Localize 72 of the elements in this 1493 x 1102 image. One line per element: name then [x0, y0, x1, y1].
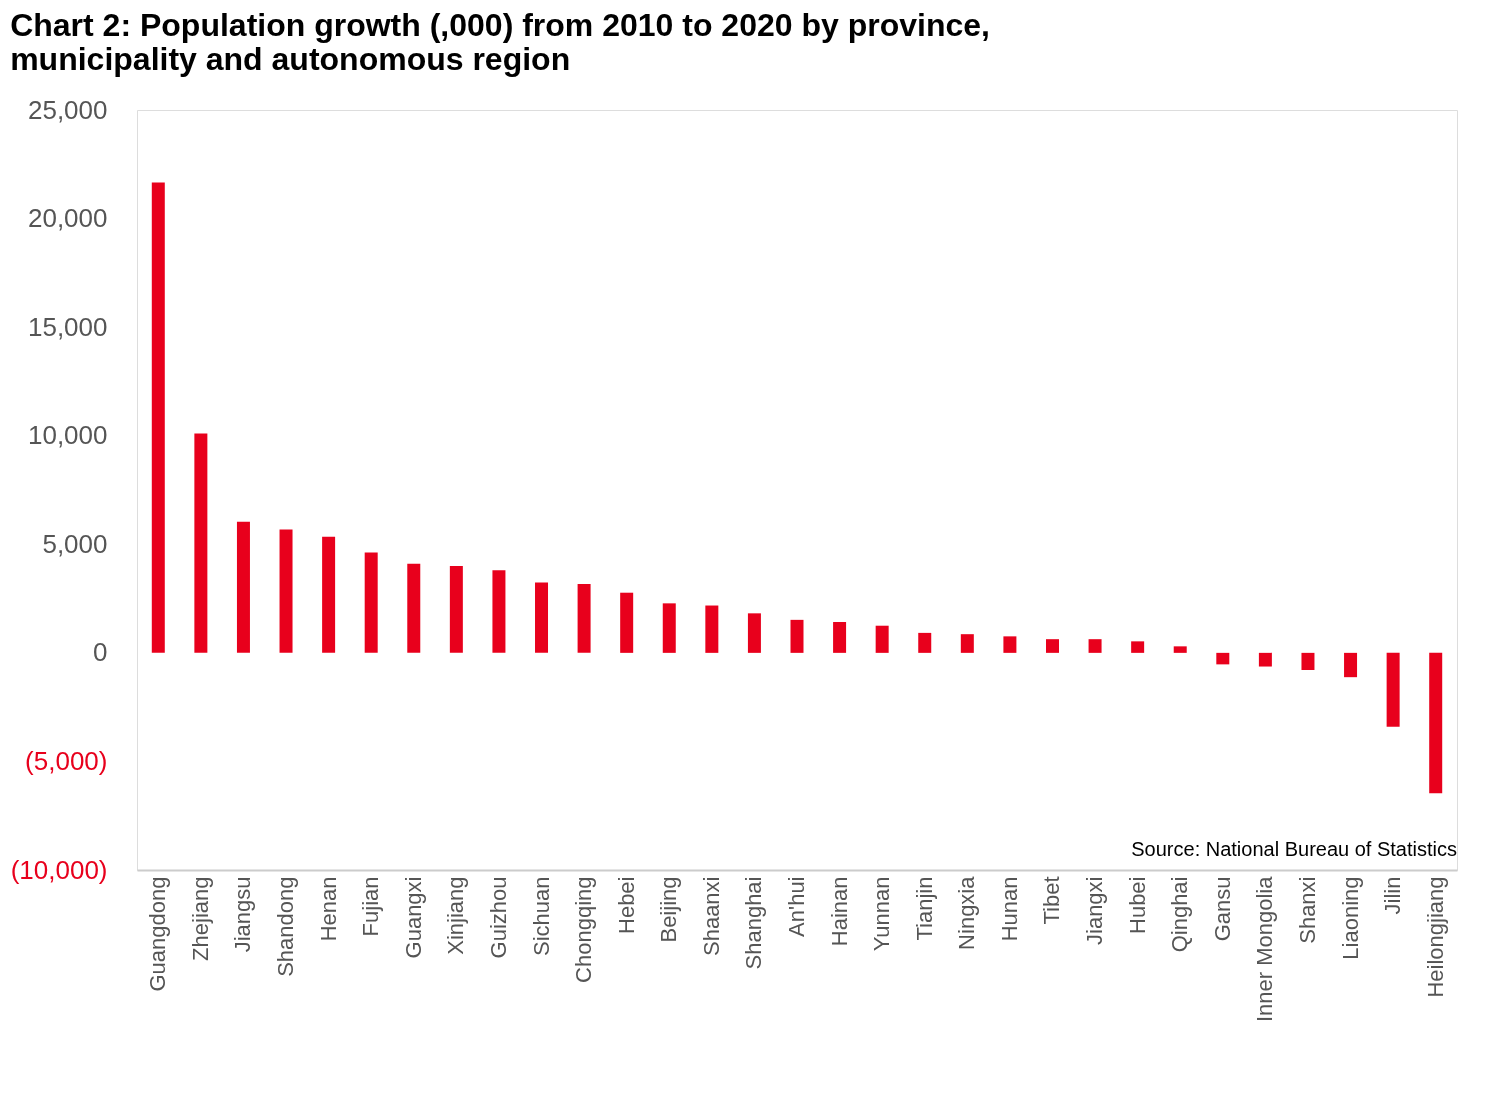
x-tick-label: An'hui [784, 876, 809, 937]
y-tick-label: 0 [93, 637, 108, 668]
x-tick-label: Guangxi [400, 876, 426, 959]
bar [577, 584, 591, 653]
bar [1258, 652, 1272, 667]
bar [364, 552, 378, 653]
x-tick-label: Hainan [826, 876, 852, 947]
bar [1088, 639, 1102, 653]
bar [875, 625, 889, 653]
bar [1429, 652, 1443, 794]
bar [1344, 652, 1358, 678]
x-tick-label: Qinghai [1167, 876, 1193, 953]
bar [535, 582, 549, 653]
bar [833, 622, 847, 653]
x-tick-label: Shandong [273, 876, 299, 977]
bar [747, 613, 761, 653]
bar [960, 634, 974, 653]
x-tick-label: Shanxi [1294, 876, 1320, 944]
x-tick-label: Tibet [1039, 876, 1065, 925]
x-tick-label: Beijing [656, 876, 682, 943]
bar [279, 529, 293, 653]
x-tick-label: Shanghai [741, 876, 767, 970]
y-tick-label: 10,000 [27, 420, 108, 451]
y-tick-label: 25,000 [27, 94, 108, 125]
bar [1301, 652, 1315, 671]
x-tick-label: Liaoning [1337, 876, 1363, 960]
x-tick-label: Chongqing [571, 876, 597, 983]
x-tick-label: Sichuan [528, 876, 554, 957]
bar [1173, 646, 1187, 653]
y-tick-label: 5,000 [42, 528, 108, 559]
x-tick-label: Shaanxi [698, 876, 724, 957]
x-tick-label: Guizhou [485, 876, 511, 959]
bar [1045, 639, 1059, 653]
y-tick-label: (5,000) [25, 745, 108, 776]
x-tick-label: Guangdong [145, 876, 171, 992]
bar [918, 632, 932, 653]
bar [194, 433, 208, 653]
x-tick-label: Jilin [1380, 876, 1406, 915]
bar [236, 521, 250, 653]
bar [407, 563, 421, 653]
x-tick-label: Xinjiang [443, 876, 469, 955]
x-tick-label: Jiangsu [230, 876, 256, 953]
x-tick-label: Fujian [358, 876, 384, 937]
bar [662, 603, 676, 653]
x-tick-label: Zhejiang [187, 876, 213, 961]
x-tick-label: Hunan [996, 876, 1022, 942]
x-tick-label: Hebei [613, 876, 639, 934]
bar [620, 592, 634, 653]
bar [1216, 652, 1230, 665]
bar [151, 182, 165, 653]
annotation: Source: National Bureau of Statistics [1131, 838, 1457, 860]
bar [322, 536, 336, 653]
x-tick-label: Yunnan [869, 876, 895, 952]
y-tick-label: 15,000 [27, 311, 108, 342]
x-tick-label: Henan [315, 876, 341, 942]
bar [790, 619, 804, 653]
x-tick-label: Hubei [1124, 876, 1150, 934]
bar [1386, 652, 1400, 727]
text: Chart 2: Population growth (,000) from 2010 to 2020 by province, [10, 7, 990, 43]
x-tick-label: Tianjin [911, 876, 937, 941]
x-tick-label: Jiangxi [1082, 876, 1108, 945]
bar [449, 566, 463, 653]
bar [1131, 641, 1145, 653]
x-tick-label: Gansu [1209, 876, 1235, 942]
y-tick-label: (10,000) [10, 854, 108, 885]
x-tick-label: Inner Mongolia [1252, 875, 1278, 1023]
bar [1003, 636, 1017, 653]
x-tick-label: Heilongjiang [1422, 876, 1448, 998]
x-tick-label: Ningxia [954, 875, 980, 950]
bar [492, 570, 506, 653]
y-tick-label: 20,000 [27, 203, 108, 234]
bar [705, 605, 719, 653]
